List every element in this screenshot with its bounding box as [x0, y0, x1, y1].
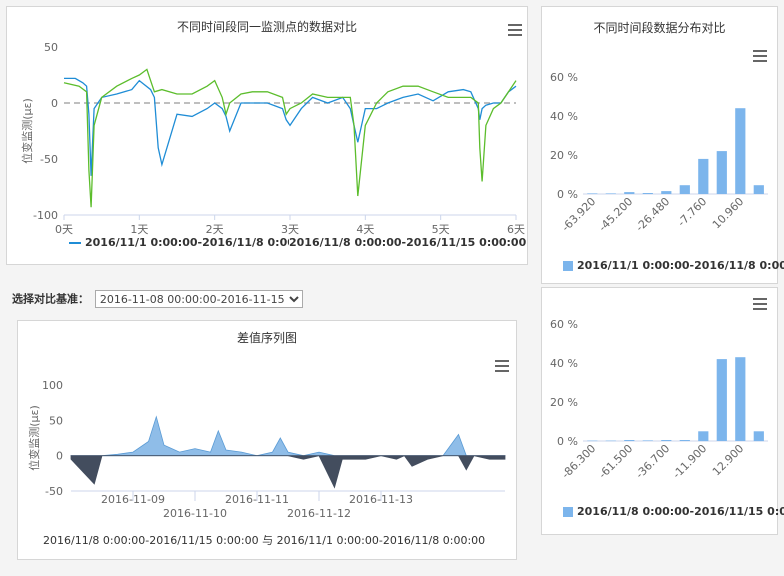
dist-top-y-tick-label: 20 %	[550, 149, 578, 162]
dist-bottom-x-tick-label: -36.700	[633, 442, 672, 481]
diff-x-tick-label: 2016-11-10	[163, 507, 227, 520]
dist-bottom-y-tick-label: 0 %	[557, 435, 578, 448]
dist-bottom-y-tick-label: 20 %	[550, 396, 578, 409]
dist-top-bar	[661, 191, 672, 194]
dist-top-bar	[605, 193, 616, 194]
dist-top-bar	[753, 185, 764, 194]
diff-positive-area	[70, 415, 506, 457]
diff-y-axis-title: 位变监测(με)	[27, 405, 41, 471]
dist-chart-panel-bottom: 60 % 40 % 20 % 0 % -86.300 -61.500 -36.700 -11.…	[541, 287, 784, 535]
dist-top-y-tick-label: 60 %	[550, 71, 578, 84]
line-chart-title: 不同时间段同一监测点的数据对比	[176, 20, 357, 34]
diff-x-tick-label: 2016-11-11	[225, 493, 289, 506]
diff-x-tick-label: 2016-11-13	[349, 493, 413, 506]
legend-label-series2[interactable]: 2016/11/8 0:00:00-2016/11/15 0:00:00	[289, 236, 527, 249]
dist-top-plot: 60 %40 %20 %0 %-63.920-45.200-26.480 -7.7…	[550, 71, 768, 234]
y-tick-label: 0	[51, 97, 58, 110]
dist-top-x-tick-label: -7.760	[675, 195, 709, 229]
dist-bottom-bar	[753, 431, 764, 442]
diff-y-tick-label: 50	[49, 414, 63, 427]
dist-bottom-bar	[698, 431, 709, 442]
dist-top-x-tick-label: -45.200	[596, 195, 635, 234]
dist-bottom-bar	[735, 357, 746, 441]
diff-chart-panel: 差值序列图 100 50 0 -50 位变监测(με) 2016-11-09 2016-11…	[17, 320, 517, 560]
dist-bottom-legend-swatch	[563, 507, 573, 517]
dist-top-bar	[624, 192, 635, 194]
diff-x-tick-label: 2016-11-12	[287, 507, 351, 520]
diff-y-tick-label: 0	[56, 450, 63, 463]
dist-top-x-tick-label: 10.960	[710, 195, 746, 231]
diff-x-tick-label: 2016-11-09	[101, 493, 165, 506]
line-legend: 2016/11/1 0:00:00-2016/11/8 0:00:00	[69, 236, 315, 249]
series-line-2	[63, 68, 517, 208]
dist-top-bar	[735, 108, 746, 194]
diff-y-tick-label: 100	[42, 379, 63, 392]
dist-bottom-y-tick-label: 40 %	[550, 357, 578, 370]
x-tick-label: 6天	[507, 223, 525, 236]
dist-bottom-bar	[679, 440, 690, 441]
x-tick-label: 3天	[281, 223, 299, 236]
x-tick-label: 0天	[55, 223, 73, 236]
diff-chart-plot: 100500-50位变监测(με)2016-11-092016-11-10201…	[27, 379, 506, 520]
dist-bottom-bar	[605, 440, 616, 442]
dist-bottom-bar	[587, 440, 598, 442]
legend-swatch-series1	[69, 242, 81, 244]
baseline-selector-label: 选择对比基准：	[12, 292, 89, 306]
dist-top-bar	[698, 158, 709, 194]
diff-negative-area	[70, 455, 506, 489]
dist-bottom-menu-icon[interactable]	[753, 298, 767, 310]
dist-bottom-bar	[642, 440, 653, 441]
series-line-1	[64, 77, 517, 176]
line-legend-2: 2016/11/8 0:00:00-2016/11/15 0:00:00	[289, 236, 527, 249]
dist-bottom-y-tick-label: 60 %	[550, 318, 578, 331]
dist-bottom-bar	[624, 440, 635, 441]
dist-top-x-tick-label: -26.480	[633, 195, 672, 234]
x-tick-label: 4天	[356, 223, 374, 236]
line-chart-panel: 不同时间段同一监测点的数据对比 50 0 -50 -100 0天 1天 2天 3天 4天 5天 6天…	[6, 6, 528, 265]
y-axis-title: 位变监测(με)	[20, 98, 34, 164]
dist-top-y-tick-label: 40 %	[550, 110, 578, 123]
dist-top-bar	[642, 193, 653, 194]
dist-bottom-x-tick-label: -61.500	[596, 442, 635, 481]
line-chart-menu-icon[interactable]	[508, 24, 522, 36]
dist-top-legend: 2016/11/1 0:00:00-2016/11/8 0:00:00	[563, 259, 784, 272]
dist-top-y-tick-label: 0 %	[557, 188, 578, 201]
dist-bottom-plot: 60 %40 %20 %0 %-86.300-61.500-36.700-11.…	[550, 318, 768, 481]
x-tick-label: 2天	[206, 223, 224, 236]
dist-top-legend-swatch	[563, 261, 573, 271]
dist-bottom-legend: 2016/11/8 0:00:00-2016/11/15 0:00:00	[563, 505, 784, 518]
y-tick-label: 50	[44, 41, 58, 54]
dist-top-bar	[716, 151, 727, 194]
x-tick-label: 1天	[130, 223, 148, 236]
dist-chart-panel-top: 不同时间段数据分布对比 60 % 40 % 20 % 0 % -63.920 -45.20…	[541, 6, 784, 284]
baseline-select[interactable]: 2016-11-08 00:00:00-2016-11-15 00:00:00	[94, 290, 303, 308]
dist-top-legend-label[interactable]: 2016/11/1 0:00:00-2016/11/8 0:00:00	[577, 259, 784, 272]
y-tick-label: -50	[40, 153, 58, 166]
dist-bottom-bar	[661, 440, 672, 441]
dist-bottom-x-tick-label: -11.900	[670, 442, 709, 481]
legend-label-series1[interactable]: 2016/11/1 0:00:00-2016/11/8 0:00:00	[85, 236, 315, 249]
dist-bottom-bar	[716, 359, 727, 441]
diff-y-tick-label: -50	[45, 485, 63, 498]
dist-top-bar	[679, 185, 690, 194]
diff-chart-title: 差值序列图	[236, 331, 297, 345]
baseline-selector-row: 选择对比基准： 2016-11-08 00:00:00-2016-11-15 0…	[12, 290, 303, 308]
dist-bottom-x-tick-label: 12.900	[710, 442, 746, 478]
dist-top-bar	[587, 193, 598, 194]
diff-chart-caption: 2016/11/8 0:00:00-2016/11/15 0:00:00 与 2…	[43, 534, 486, 547]
dist-bottom-legend-label[interactable]: 2016/11/8 0:00:00-2016/11/15 0:00:00	[577, 505, 784, 518]
x-tick-label: 5天	[432, 223, 450, 236]
y-tick-label: -100	[33, 209, 58, 222]
dist-chart-title: 不同时间段数据分布对比	[593, 21, 726, 35]
dist-top-menu-icon[interactable]	[753, 50, 767, 62]
diff-chart-menu-icon[interactable]	[495, 360, 509, 372]
